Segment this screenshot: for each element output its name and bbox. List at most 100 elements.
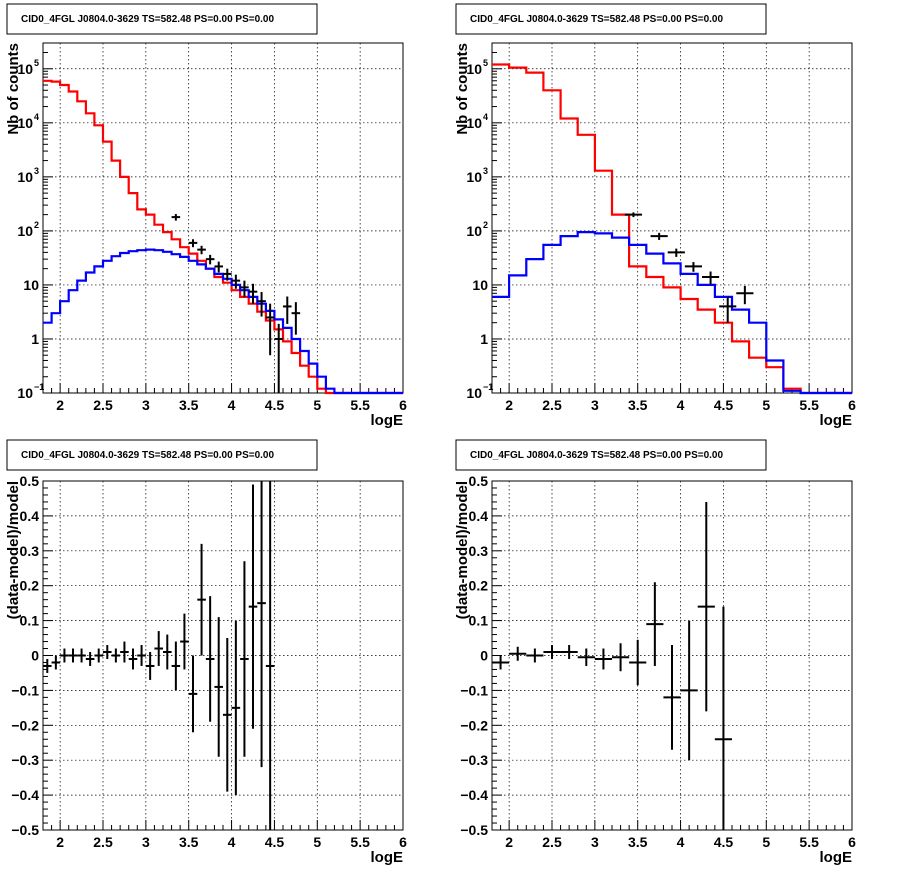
y-tick-label: 0.1 [20,613,40,629]
y-axis-title: Nb of counts [5,43,22,135]
y-tick-exponent: −1 [34,382,44,392]
x-tick-label: 5.5 [799,397,819,413]
y-tick-exponent: −1 [483,382,493,392]
y-tick-label: 10 [17,385,33,401]
chart-panel-4: 2 2.5 3 3.5 4 4.5 5 5.5 6 −0.5 −0.4 −0.3 −0.2 −0.1 0 0.… [454,439,856,866]
y-tick-label: 10 [23,277,39,293]
x-axis-title: logE [371,849,404,866]
x-tick-label: 2 [56,397,64,413]
chart-title: CID0_4FGL J0804.0-3629 TS=582.48 PS=0.00… [470,450,723,461]
y-tick-label: −0.2 [460,717,488,733]
x-tick-label: 4.5 [265,397,285,413]
chart-title-box [455,3,767,35]
y-tick-label: −0.4 [11,787,39,803]
y-tick-label: −0.1 [11,682,39,698]
y-tick-label: 10 [17,61,33,77]
y-tick-exponent: 3 [483,166,488,176]
y-tick-label: 1 [480,331,488,347]
x-tick-label: 5.5 [350,397,370,413]
y-tick-label: 0 [31,648,39,664]
x-tick-label: 2 [56,834,64,850]
y-tick-exponent: 3 [34,166,39,176]
y-tick-label: 10 [17,223,33,239]
x-tick-label: 5.5 [799,834,819,850]
y-tick-label: 0.2 [469,578,489,594]
y-tick-exponent: 4 [483,112,488,122]
x-tick-label: 4 [677,834,685,850]
x-axis-title: logE [371,412,404,429]
x-tick-label: 2.5 [93,834,113,850]
x-tick-label: 3 [591,397,599,413]
data-points [624,212,754,323]
x-tick-label: 5 [762,397,770,413]
x-tick-label: 3.5 [179,834,199,850]
y-tick-label: −0.3 [460,752,488,768]
y-tick-label: 10 [466,385,482,401]
chart-title-box [455,439,767,471]
y-tick-label: 0 [480,648,488,664]
model-source-histogram [43,248,403,395]
chart-panel-3: 2 2.5 3 3.5 4 4.5 5 5.5 6 −0.5 −0.4 −0.3 −0.2 −0.1 0 0.… [5,439,407,866]
x-axis-title: logE [820,412,853,429]
x-tick-label: 4 [228,397,236,413]
x-tick-label: 6 [848,397,856,413]
y-axis-title: (data-model)/model [5,481,22,619]
x-tick-label: 2 [505,834,513,850]
y-tick-label: 0.4 [20,508,40,524]
y-tick-label: 10 [472,277,488,293]
x-tick-label: 6 [399,834,407,850]
chart-title: CID0_4FGL J0804.0-3629 TS=582.48 PS=0.00… [21,14,274,25]
x-tick-label: 6 [848,834,856,850]
x-tick-label: 6 [399,397,407,413]
model-source-histogram [492,231,852,395]
x-axis-title: logE [820,849,853,866]
x-tick-label: 3 [591,834,599,850]
y-tick-label: 0.3 [469,543,489,559]
x-tick-label: 3.5 [628,397,648,413]
y-tick-exponent: 2 [483,220,488,230]
y-tick-label: 0.3 [20,543,40,559]
y-tick-label: −0.5 [460,822,488,838]
x-tick-label: 4.5 [714,834,734,850]
x-tick-label: 5 [762,834,770,850]
y-tick-label: −0.2 [11,717,39,733]
x-tick-label: 4 [228,834,236,850]
y-tick-label: 10 [466,61,482,77]
y-tick-label: −0.4 [460,787,488,803]
y-tick-label: 1 [31,331,39,347]
chart-title-box [6,439,318,471]
data-points [43,481,275,830]
y-tick-exponent: 5 [34,58,39,68]
y-tick-label: 10 [466,223,482,239]
y-tick-label: 10 [466,115,482,131]
x-tick-label: 5 [313,834,321,850]
y-tick-label: 10 [466,169,482,185]
y-tick-label: −0.3 [11,752,39,768]
y-tick-label: 10 [17,169,33,185]
x-tick-label: 5.5 [350,834,370,850]
model-total-histogram [43,79,403,395]
x-tick-label: 2.5 [542,397,562,413]
y-tick-exponent: 4 [34,112,39,122]
y-tick-label: −0.1 [460,682,488,698]
y-tick-label: 0.1 [469,613,489,629]
x-tick-label: 2.5 [93,397,113,413]
model-total-histogram [492,63,852,395]
chart-title-box [6,3,318,35]
y-tick-label: −0.5 [11,822,39,838]
chart-title: CID0_4FGL J0804.0-3629 TS=582.48 PS=0.00… [21,450,274,461]
data-points [492,501,732,830]
x-tick-label: 4.5 [714,397,734,413]
y-tick-exponent: 5 [483,58,488,68]
chart-title: CID0_4FGL J0804.0-3629 TS=582.48 PS=0.00… [470,14,723,25]
x-tick-label: 3.5 [179,397,199,413]
x-tick-label: 5 [313,397,321,413]
y-tick-label: 0.5 [469,473,489,489]
y-tick-label: 0.4 [469,508,489,524]
x-tick-label: 3 [142,834,150,850]
x-tick-label: 4 [677,397,685,413]
y-tick-exponent: 2 [34,220,39,230]
y-axis-title: (data-model)/model [454,481,471,619]
